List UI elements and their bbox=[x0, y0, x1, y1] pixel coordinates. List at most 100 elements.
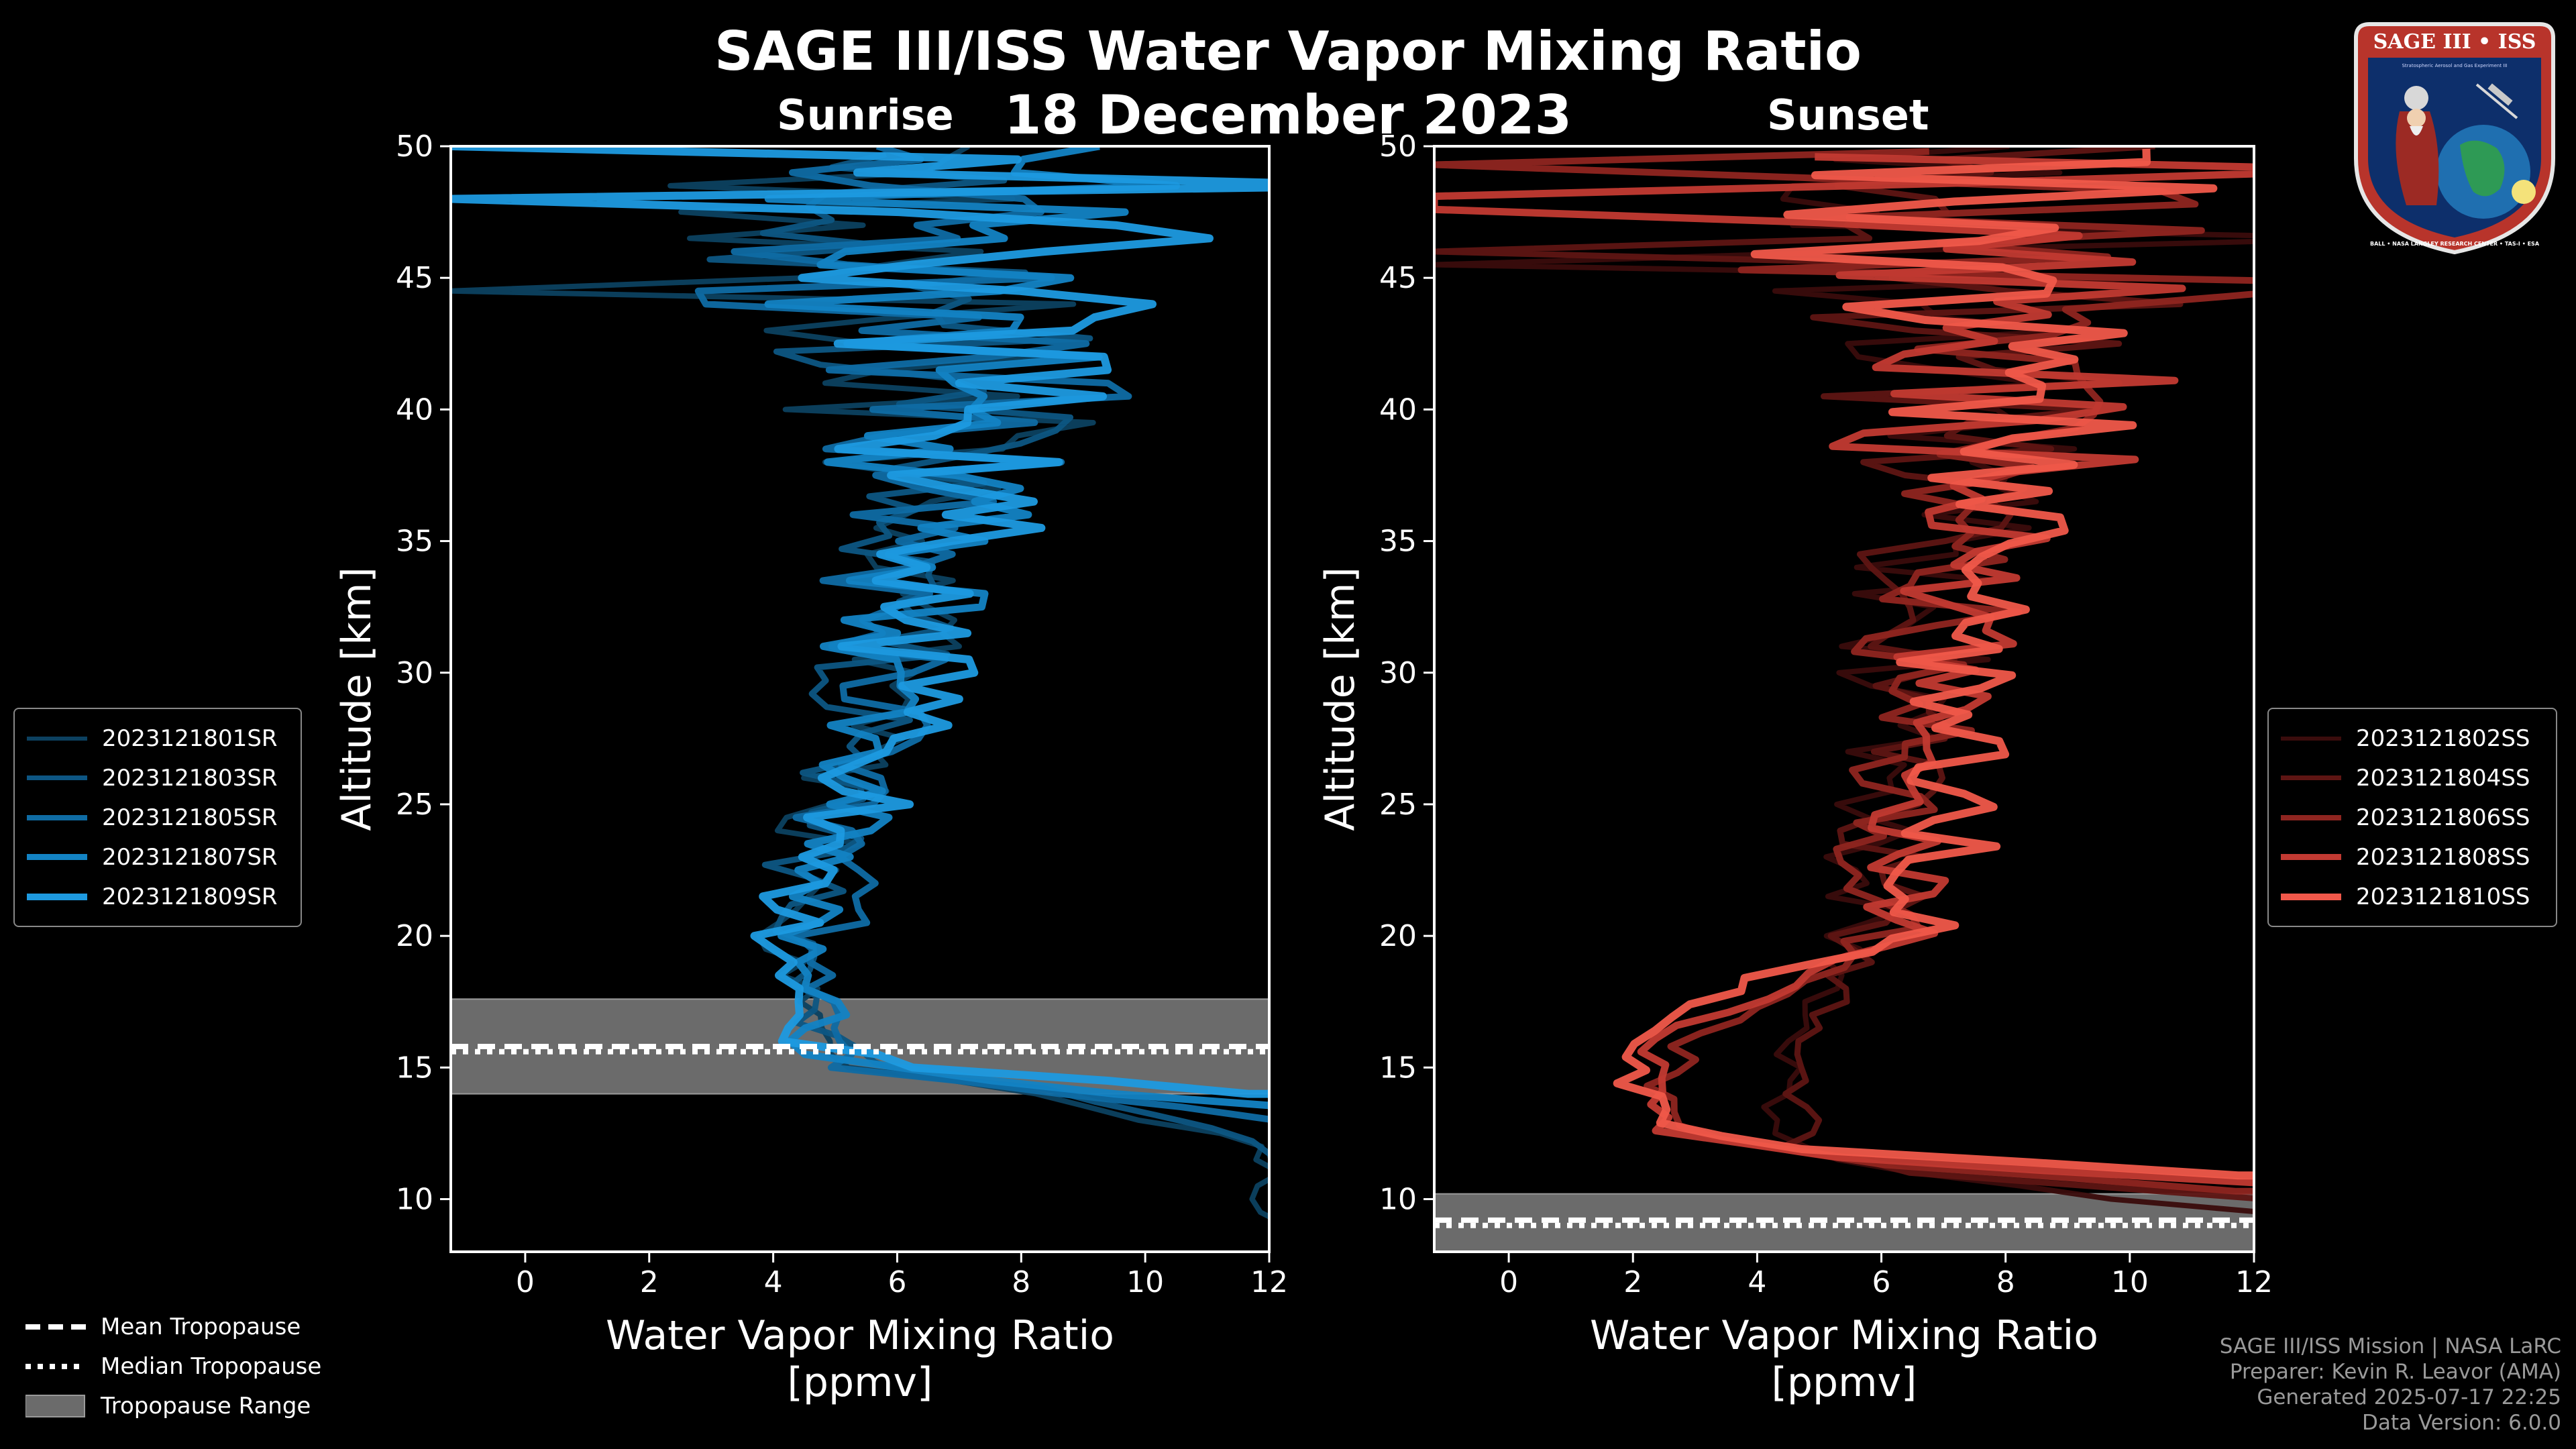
x-tick-label: 2 bbox=[1623, 1265, 1642, 1299]
figure-title: SAGE III/ISS Water Vapor Mixing Ratio bbox=[714, 20, 1862, 83]
legend-entry: 2023121801SR bbox=[27, 718, 288, 758]
x-tick-label: 6 bbox=[888, 1265, 906, 1299]
x-axis-label: Water Vapor Mixing Ratio bbox=[1590, 1312, 2098, 1359]
y-tick-label: 50 bbox=[1379, 129, 1417, 164]
x-axis-label: Water Vapor Mixing Ratio bbox=[606, 1312, 1114, 1359]
profile-line-2023121807SR bbox=[764, 146, 1269, 1110]
dotted-line-icon bbox=[25, 1363, 86, 1369]
profile-line-2023121810SS bbox=[1613, 148, 2254, 1180]
legend-entry: 2023121810SS bbox=[2281, 877, 2544, 916]
sunrise-panel-label: Sunrise bbox=[777, 91, 954, 140]
y-tick-label: 30 bbox=[396, 656, 433, 690]
y-tick-label: 20 bbox=[396, 919, 433, 953]
legend-line-swatch bbox=[27, 736, 87, 741]
y-tick-label: 10 bbox=[396, 1183, 433, 1217]
y-tick-label: 35 bbox=[396, 525, 433, 559]
y-axis-label: Altitude [km] bbox=[333, 567, 380, 831]
x-tick-label: 12 bbox=[1250, 1265, 1288, 1299]
profiles-group bbox=[451, 146, 1269, 1220]
logo-ring-text: BALL • NASA LANGLEY RESEARCH CENTER • TA… bbox=[2370, 241, 2540, 247]
sunrise-chart: 0 2 4 6 8 10 12 10 15 20 25 30 35 40 45 50 Water Vapor M… bbox=[333, 129, 1288, 1406]
legend-entry: 2023121803SR bbox=[27, 758, 288, 798]
legend-line-swatch bbox=[2281, 893, 2341, 900]
legend-entry: 2023121802SS bbox=[2281, 718, 2544, 758]
legend-mean-label: Mean Tropopause bbox=[101, 1313, 301, 1340]
legend-line-swatch bbox=[2281, 736, 2341, 741]
plot-frame bbox=[449, 145, 1271, 1253]
x-tick-label: 8 bbox=[1012, 1265, 1030, 1299]
legend-label: 2023121803SR bbox=[102, 764, 278, 792]
legend-entry: 2023121805SR bbox=[27, 798, 288, 837]
credits-version: Data Version: 6.0.0 bbox=[2361, 1411, 2561, 1435]
legend-entry: 2023121804SS bbox=[2281, 758, 2544, 798]
y-tick-label: 40 bbox=[396, 392, 433, 427]
y-tick-label: 30 bbox=[1379, 656, 1417, 690]
credits-mission: SAGE III/ISS Mission | NASA LaRC bbox=[2219, 1334, 2561, 1358]
legend-mean-tropopause: Mean Tropopause bbox=[25, 1307, 321, 1346]
sunset-panel-label: Sunset bbox=[1767, 91, 1929, 140]
legend-median-tropopause: Median Tropopause bbox=[25, 1346, 321, 1386]
legend-label: 2023121809SR bbox=[102, 883, 278, 910]
legend-line-swatch bbox=[27, 814, 87, 820]
y-tick-label: 45 bbox=[1379, 261, 1417, 295]
x-tick-label: 10 bbox=[1126, 1265, 1164, 1299]
profiles-group bbox=[1434, 146, 2254, 1214]
x-tick-label: 0 bbox=[1499, 1265, 1518, 1299]
range-swatch-icon bbox=[25, 1394, 85, 1417]
y-tick-label: 15 bbox=[396, 1051, 433, 1085]
y-tick-label: 40 bbox=[1379, 392, 1417, 427]
legend-entry: 2023121806SS bbox=[2281, 798, 2544, 837]
plot-frame bbox=[1433, 145, 2255, 1253]
plot-area bbox=[1434, 146, 2254, 1252]
legend-label: 2023121806SS bbox=[2356, 804, 2530, 831]
credits-generated: Generated 2025-07-17 22:25 bbox=[2257, 1385, 2561, 1409]
legend-label: 2023121801SR bbox=[102, 724, 278, 752]
legend-line-swatch bbox=[27, 775, 87, 780]
y-tick-label: 35 bbox=[1379, 525, 1417, 559]
sage-mission-logo: SAGE III • ISS Stratospheric Aerosol and… bbox=[2354, 22, 2555, 255]
dashed-line-icon bbox=[25, 1324, 86, 1330]
x-axis-unit: [ppmv] bbox=[1772, 1359, 1917, 1406]
y-tick-label: 25 bbox=[396, 788, 433, 822]
x-tick-label: 4 bbox=[1748, 1265, 1766, 1299]
sunset-legend: 2023121802SS 2023121804SS 2023121806SS 2023… bbox=[2267, 708, 2557, 927]
legend-label: 2023121805SR bbox=[102, 804, 278, 831]
x-tick-label: 12 bbox=[2235, 1265, 2273, 1299]
y-tick-label: 50 bbox=[396, 129, 433, 164]
profile-line-2023121809SR bbox=[451, 146, 1269, 1098]
x-tick-label: 8 bbox=[1996, 1265, 2015, 1299]
x-tick-label: 0 bbox=[516, 1265, 535, 1299]
y-tick-label: 10 bbox=[1379, 1183, 1417, 1217]
legend-label: 2023121807SR bbox=[102, 843, 278, 871]
y-axis-label: Altitude [km] bbox=[1317, 567, 1364, 831]
y-tick-label: 15 bbox=[1379, 1051, 1417, 1085]
profile-line-2023121808SS bbox=[1434, 153, 2254, 1187]
legend-median-label: Median Tropopause bbox=[101, 1352, 322, 1380]
legend-entry: 2023121807SR bbox=[27, 837, 288, 877]
legend-line-swatch bbox=[2281, 854, 2341, 860]
legend-line-swatch bbox=[27, 854, 87, 860]
legend-range-label: Tropopause Range bbox=[101, 1392, 311, 1419]
x-axis-unit: [ppmv] bbox=[788, 1359, 933, 1406]
legend-label: 2023121810SS bbox=[2356, 883, 2530, 910]
tropopause-legend: Mean Tropopause Median Tropopause Tropop… bbox=[25, 1307, 321, 1426]
legend-tropopause-range: Tropopause Range bbox=[25, 1386, 321, 1426]
y-tick-label: 20 bbox=[1379, 919, 1417, 953]
legend-entry: 2023121808SS bbox=[2281, 837, 2544, 877]
x-tick-label: 10 bbox=[2111, 1265, 2149, 1299]
legend-line-swatch bbox=[2281, 775, 2341, 780]
y-tick-label: 25 bbox=[1379, 788, 1417, 822]
sunrise-legend: 2023121801SR 2023121803SR 2023121805SR 2023… bbox=[13, 708, 302, 927]
legend-label: 2023121802SS bbox=[2356, 724, 2530, 752]
logo-subtitle: Stratospheric Aerosol and Gas Experiment… bbox=[2402, 63, 2507, 68]
figure-date: 18 December 2023 bbox=[1004, 84, 1572, 146]
legend-label: 2023121808SS bbox=[2356, 843, 2530, 871]
y-tick-label: 45 bbox=[396, 261, 433, 295]
legend-entry: 2023121809SR bbox=[27, 877, 288, 916]
x-tick-label: 2 bbox=[640, 1265, 659, 1299]
legend-line-swatch bbox=[27, 893, 87, 900]
legend-label: 2023121804SS bbox=[2356, 764, 2530, 792]
logo-title: SAGE III • ISS bbox=[2373, 30, 2536, 54]
